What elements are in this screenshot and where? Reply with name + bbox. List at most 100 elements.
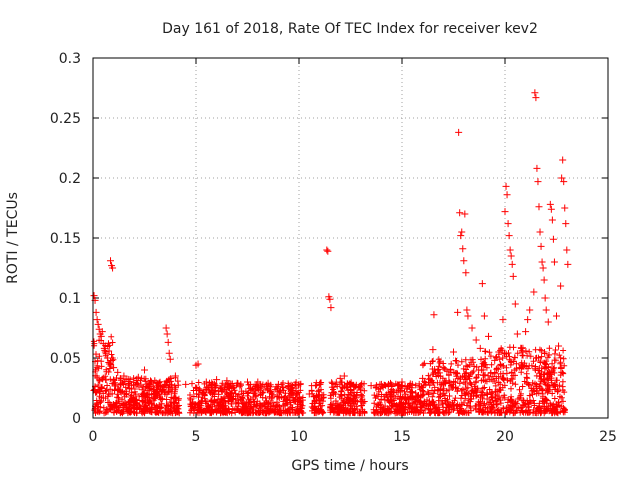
data-point	[439, 364, 447, 372]
data-point	[254, 378, 262, 386]
y-tick-label: 0.05	[50, 351, 81, 367]
data-point	[141, 366, 148, 374]
data-point	[336, 374, 344, 382]
grid-lines	[93, 58, 608, 418]
data-point	[450, 348, 457, 356]
data-point	[560, 178, 568, 186]
data-point	[501, 208, 509, 216]
data-point	[555, 342, 563, 350]
data-point	[126, 376, 134, 384]
data-point	[340, 372, 348, 380]
y-tick-label: 0.15	[50, 231, 81, 247]
data-point	[534, 178, 542, 186]
data-point	[233, 379, 241, 387]
data-point	[522, 328, 530, 336]
data-point	[110, 364, 118, 372]
data-point	[538, 258, 546, 266]
data-point	[561, 204, 569, 212]
noise-band-markers	[90, 333, 568, 417]
data-point	[517, 344, 525, 352]
data-point	[164, 338, 172, 346]
data-point	[459, 245, 467, 253]
data-point	[478, 280, 486, 288]
data-band	[90, 333, 568, 417]
data-point	[107, 257, 115, 265]
data-point	[502, 182, 510, 190]
data-point	[202, 378, 210, 386]
data-point	[546, 200, 554, 208]
data-point	[460, 257, 468, 265]
data-point	[163, 330, 171, 338]
data-point	[541, 294, 549, 302]
y-tick-label: 0	[72, 411, 81, 427]
data-point	[316, 380, 324, 388]
data-point	[558, 174, 566, 182]
data-point	[94, 320, 102, 328]
x-tick-label: 10	[290, 429, 308, 445]
data-point	[485, 332, 493, 340]
x-tick-label: 0	[89, 429, 98, 445]
data-point	[285, 382, 293, 390]
data-point	[134, 373, 142, 381]
data-point	[151, 377, 159, 385]
x-tick-label: 25	[599, 429, 617, 445]
data-point	[213, 376, 221, 384]
data-point	[456, 209, 464, 217]
data-point	[171, 372, 179, 380]
x-axis-label: GPS time / hours	[291, 458, 408, 474]
data-point	[90, 292, 98, 300]
data-point	[458, 228, 466, 236]
data-point	[324, 247, 332, 255]
data-point	[464, 312, 472, 320]
data-point	[491, 356, 499, 364]
data-point	[295, 380, 303, 388]
data-point	[100, 344, 108, 352]
data-point	[462, 269, 470, 277]
data-points	[90, 89, 572, 398]
data-point	[531, 89, 539, 97]
data-point	[161, 380, 169, 388]
data-point	[377, 380, 385, 388]
x-tick-label: 20	[496, 429, 514, 445]
plot-frame	[92, 57, 609, 419]
data-point	[562, 220, 570, 228]
data-point	[536, 228, 544, 236]
data-point	[347, 380, 354, 388]
data-point	[513, 330, 521, 338]
data-point	[537, 242, 545, 250]
data-point	[93, 316, 101, 324]
data-point	[507, 252, 515, 260]
data-point	[328, 389, 336, 397]
x-tick-label: 15	[393, 429, 411, 445]
data-point	[553, 312, 560, 320]
data-point	[504, 220, 512, 228]
data-point	[398, 378, 406, 386]
data-point	[97, 332, 105, 340]
data-point	[544, 318, 552, 326]
data-point	[223, 377, 231, 385]
data-point	[499, 316, 507, 324]
data-point	[419, 374, 427, 382]
data-point	[564, 260, 572, 268]
data-point	[547, 205, 555, 213]
data-point	[461, 210, 469, 218]
data-point	[103, 354, 111, 362]
data-point	[274, 380, 282, 388]
data-point	[327, 304, 335, 312]
data-point	[101, 348, 109, 356]
data-point	[533, 164, 541, 172]
data-point	[535, 203, 543, 211]
data-point	[480, 312, 488, 320]
data-point	[244, 378, 251, 386]
data-point	[468, 324, 476, 332]
data-point	[109, 264, 117, 272]
data-point	[549, 235, 557, 243]
data-point	[526, 306, 534, 314]
data-point	[408, 380, 416, 388]
data-point	[120, 372, 128, 380]
data-point	[388, 382, 396, 390]
data-point	[454, 308, 462, 316]
data-point	[559, 156, 567, 164]
data-point	[524, 316, 532, 324]
